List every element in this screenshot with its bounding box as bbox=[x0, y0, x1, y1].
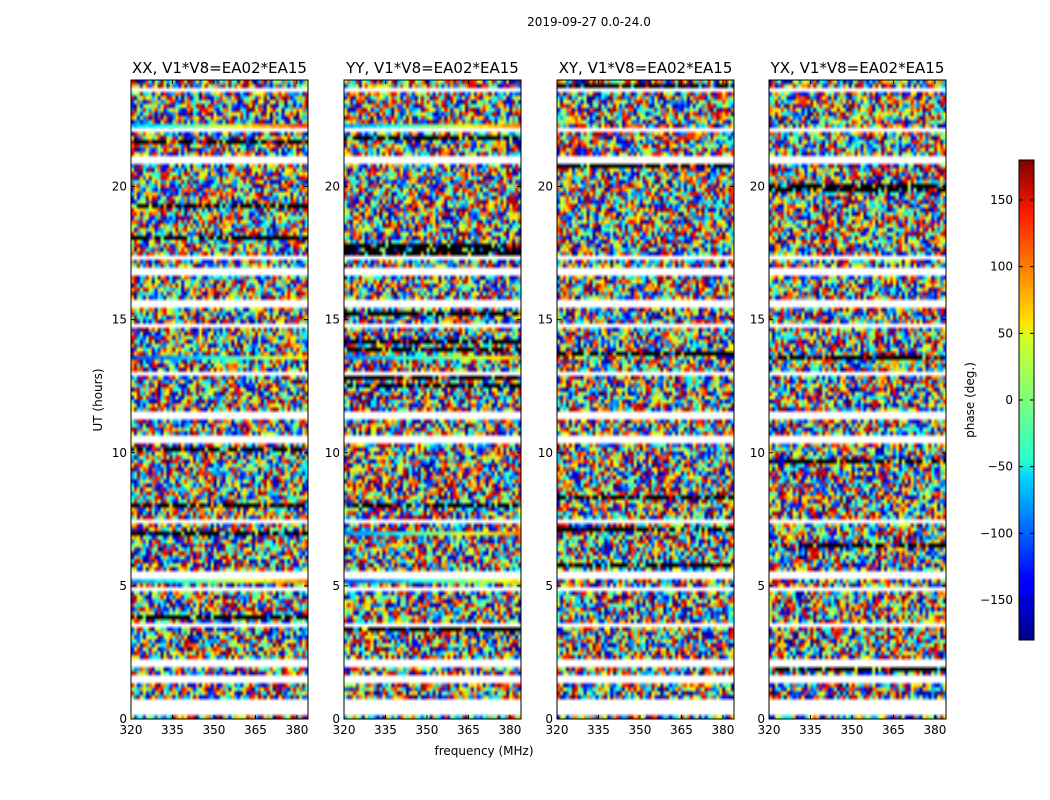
x-tick-label: 335 bbox=[799, 723, 822, 737]
x-tick-label: 335 bbox=[161, 723, 184, 737]
x-tick-label: 320 bbox=[546, 723, 569, 737]
x-tick-label: 365 bbox=[457, 723, 480, 737]
y-tick-label: 15 bbox=[325, 313, 340, 327]
panel-title: XY, V1*V8=EA02*EA15 bbox=[559, 59, 733, 77]
panels: XX, V1*V8=EA02*EA15 320 335 350 365 380 0 5 10 15… bbox=[112, 59, 947, 737]
x-tick-label: 350 bbox=[629, 723, 652, 737]
x-tick-label: 365 bbox=[882, 723, 905, 737]
y-tick-label: 0 bbox=[545, 712, 553, 726]
y-tick-label: 5 bbox=[119, 579, 127, 593]
colorbar-tick-label: 150 bbox=[990, 193, 1013, 207]
panel-2: YY, V1*V8=EA02*EA15 320 335 350 365 380 0 5 10 15… bbox=[325, 59, 522, 737]
x-tick-label: 380 bbox=[923, 723, 946, 737]
panel-heatmap bbox=[769, 80, 946, 719]
y-tick-label: 10 bbox=[750, 446, 765, 460]
figure-suptitle: 2019-09-27 0.0-24.0 bbox=[527, 15, 651, 29]
panel-4: YX, V1*V8=EA02*EA15 320 335 350 365 380 0 5 10 15… bbox=[750, 59, 947, 737]
panel-frame bbox=[343, 79, 522, 720]
x-tick-label: 320 bbox=[333, 723, 356, 737]
x-tick-label: 320 bbox=[120, 723, 143, 737]
panel-heatmap bbox=[557, 80, 734, 719]
panel-title: XX, V1*V8=EA02*EA15 bbox=[132, 59, 307, 77]
colorbar-tick-label: 50 bbox=[998, 326, 1013, 340]
colorbar-tick-label: 0 bbox=[1005, 393, 1013, 407]
colorbar-tick-label: −150 bbox=[980, 593, 1013, 607]
x-tick-label: 350 bbox=[416, 723, 439, 737]
y-tick-label: 0 bbox=[332, 712, 340, 726]
y-tick-label: 10 bbox=[112, 446, 127, 460]
panel-3: XY, V1*V8=EA02*EA15 320 335 350 365 380 0 5 10 15… bbox=[538, 59, 735, 737]
panel-title: YY, V1*V8=EA02*EA15 bbox=[345, 59, 519, 77]
colorbar-tick-label: −100 bbox=[980, 526, 1013, 540]
panel-frame bbox=[556, 79, 735, 720]
y-axis-label: UT (hours) bbox=[91, 368, 105, 431]
y-tick-label: 15 bbox=[750, 313, 765, 327]
panel-frame bbox=[130, 79, 309, 720]
y-tick-label: 20 bbox=[112, 180, 127, 194]
x-tick-label: 365 bbox=[670, 723, 693, 737]
x-tick-label: 380 bbox=[285, 723, 308, 737]
y-tick-label: 20 bbox=[750, 180, 765, 194]
y-tick-label: 20 bbox=[325, 180, 340, 194]
x-tick-label: 380 bbox=[711, 723, 734, 737]
x-tick-label: 335 bbox=[587, 723, 610, 737]
y-tick-label: 15 bbox=[112, 313, 127, 327]
panel-heatmap bbox=[344, 80, 521, 719]
y-tick-label: 0 bbox=[757, 712, 765, 726]
x-tick-label: 380 bbox=[498, 723, 521, 737]
panel-title: YX, V1*V8=EA02*EA15 bbox=[770, 59, 945, 77]
y-tick-label: 10 bbox=[538, 446, 553, 460]
x-tick-label: 335 bbox=[374, 723, 397, 737]
y-tick-label: 10 bbox=[325, 446, 340, 460]
x-tick-label: 350 bbox=[203, 723, 226, 737]
x-axis-label: frequency (MHz) bbox=[434, 744, 533, 758]
y-tick-label: 5 bbox=[332, 579, 340, 593]
y-tick-label: 15 bbox=[538, 313, 553, 327]
y-tick-label: 5 bbox=[757, 579, 765, 593]
y-tick-label: 20 bbox=[538, 180, 553, 194]
colorbar: −150 −100 −50 0 50 100 150 bbox=[980, 159, 1035, 641]
x-tick-label: 350 bbox=[841, 723, 864, 737]
colorbar-label: phase (deg.) bbox=[963, 362, 977, 438]
panel-heatmap bbox=[131, 80, 308, 719]
panel-1: XX, V1*V8=EA02*EA15 320 335 350 365 380 0 5 10 15… bbox=[112, 59, 309, 737]
panel-frame bbox=[768, 79, 947, 720]
x-tick-label: 365 bbox=[244, 723, 267, 737]
colorbar-tick-label: 100 bbox=[990, 260, 1013, 274]
y-tick-label: 0 bbox=[119, 712, 127, 726]
x-tick-label: 320 bbox=[758, 723, 781, 737]
y-tick-label: 5 bbox=[545, 579, 553, 593]
colorbar-tick-label: −50 bbox=[988, 460, 1013, 474]
